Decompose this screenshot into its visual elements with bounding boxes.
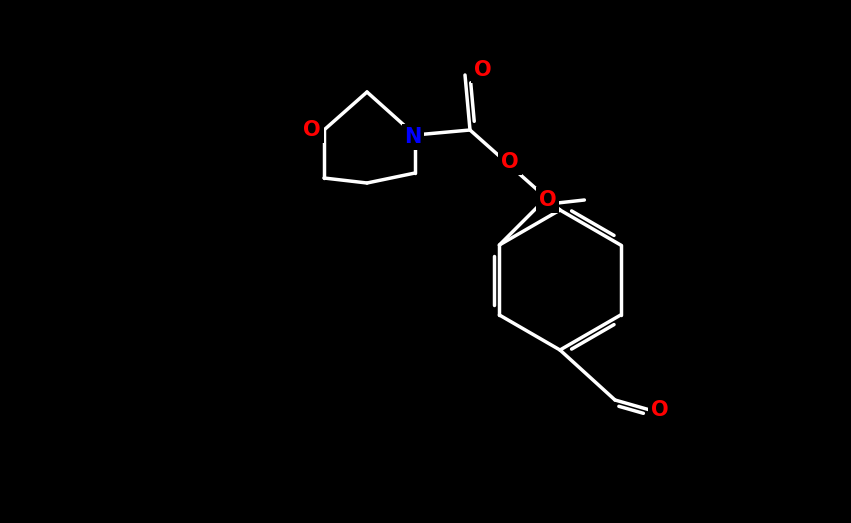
Text: O: O	[501, 152, 519, 172]
Text: N: N	[404, 127, 422, 147]
Text: O: O	[474, 60, 492, 80]
Text: O: O	[303, 120, 321, 140]
Text: O: O	[651, 400, 669, 420]
Text: O: O	[539, 190, 557, 210]
